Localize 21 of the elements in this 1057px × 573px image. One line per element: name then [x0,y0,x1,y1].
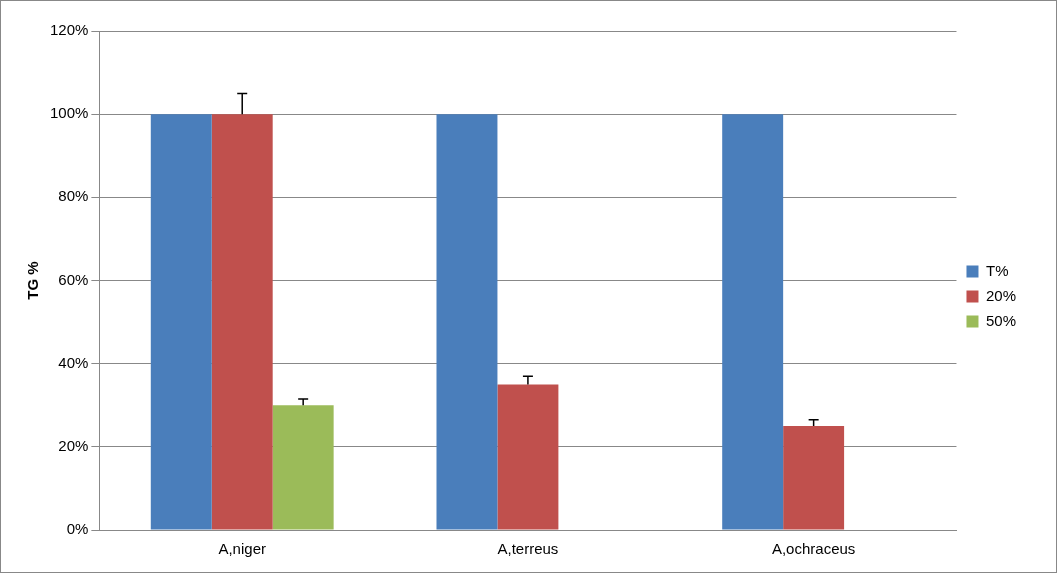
bar [783,426,845,530]
bar [436,114,498,530]
x-tick-label: A,niger [218,540,266,558]
bar [150,114,212,530]
x-tick-label: A,ochraceus [771,540,856,558]
y-tick-label: 80% [58,187,89,205]
y-tick-label: 120% [49,21,89,39]
legend-label: 20% [985,286,1017,304]
x-tick-label: A,terreus [497,540,559,558]
y-tick-label: 60% [58,270,89,288]
legend-label: 50% [985,311,1017,329]
y-tick-label: 40% [58,353,89,371]
y-tick-label: 0% [66,520,89,538]
legend-label: T% [985,261,1009,279]
bar [272,405,334,530]
y-tick-label: 100% [49,104,89,122]
y-tick-label: 20% [58,436,89,454]
bar [497,384,559,530]
bar [722,114,784,530]
y-axis-title: TG % [24,261,42,300]
bar [211,114,273,530]
